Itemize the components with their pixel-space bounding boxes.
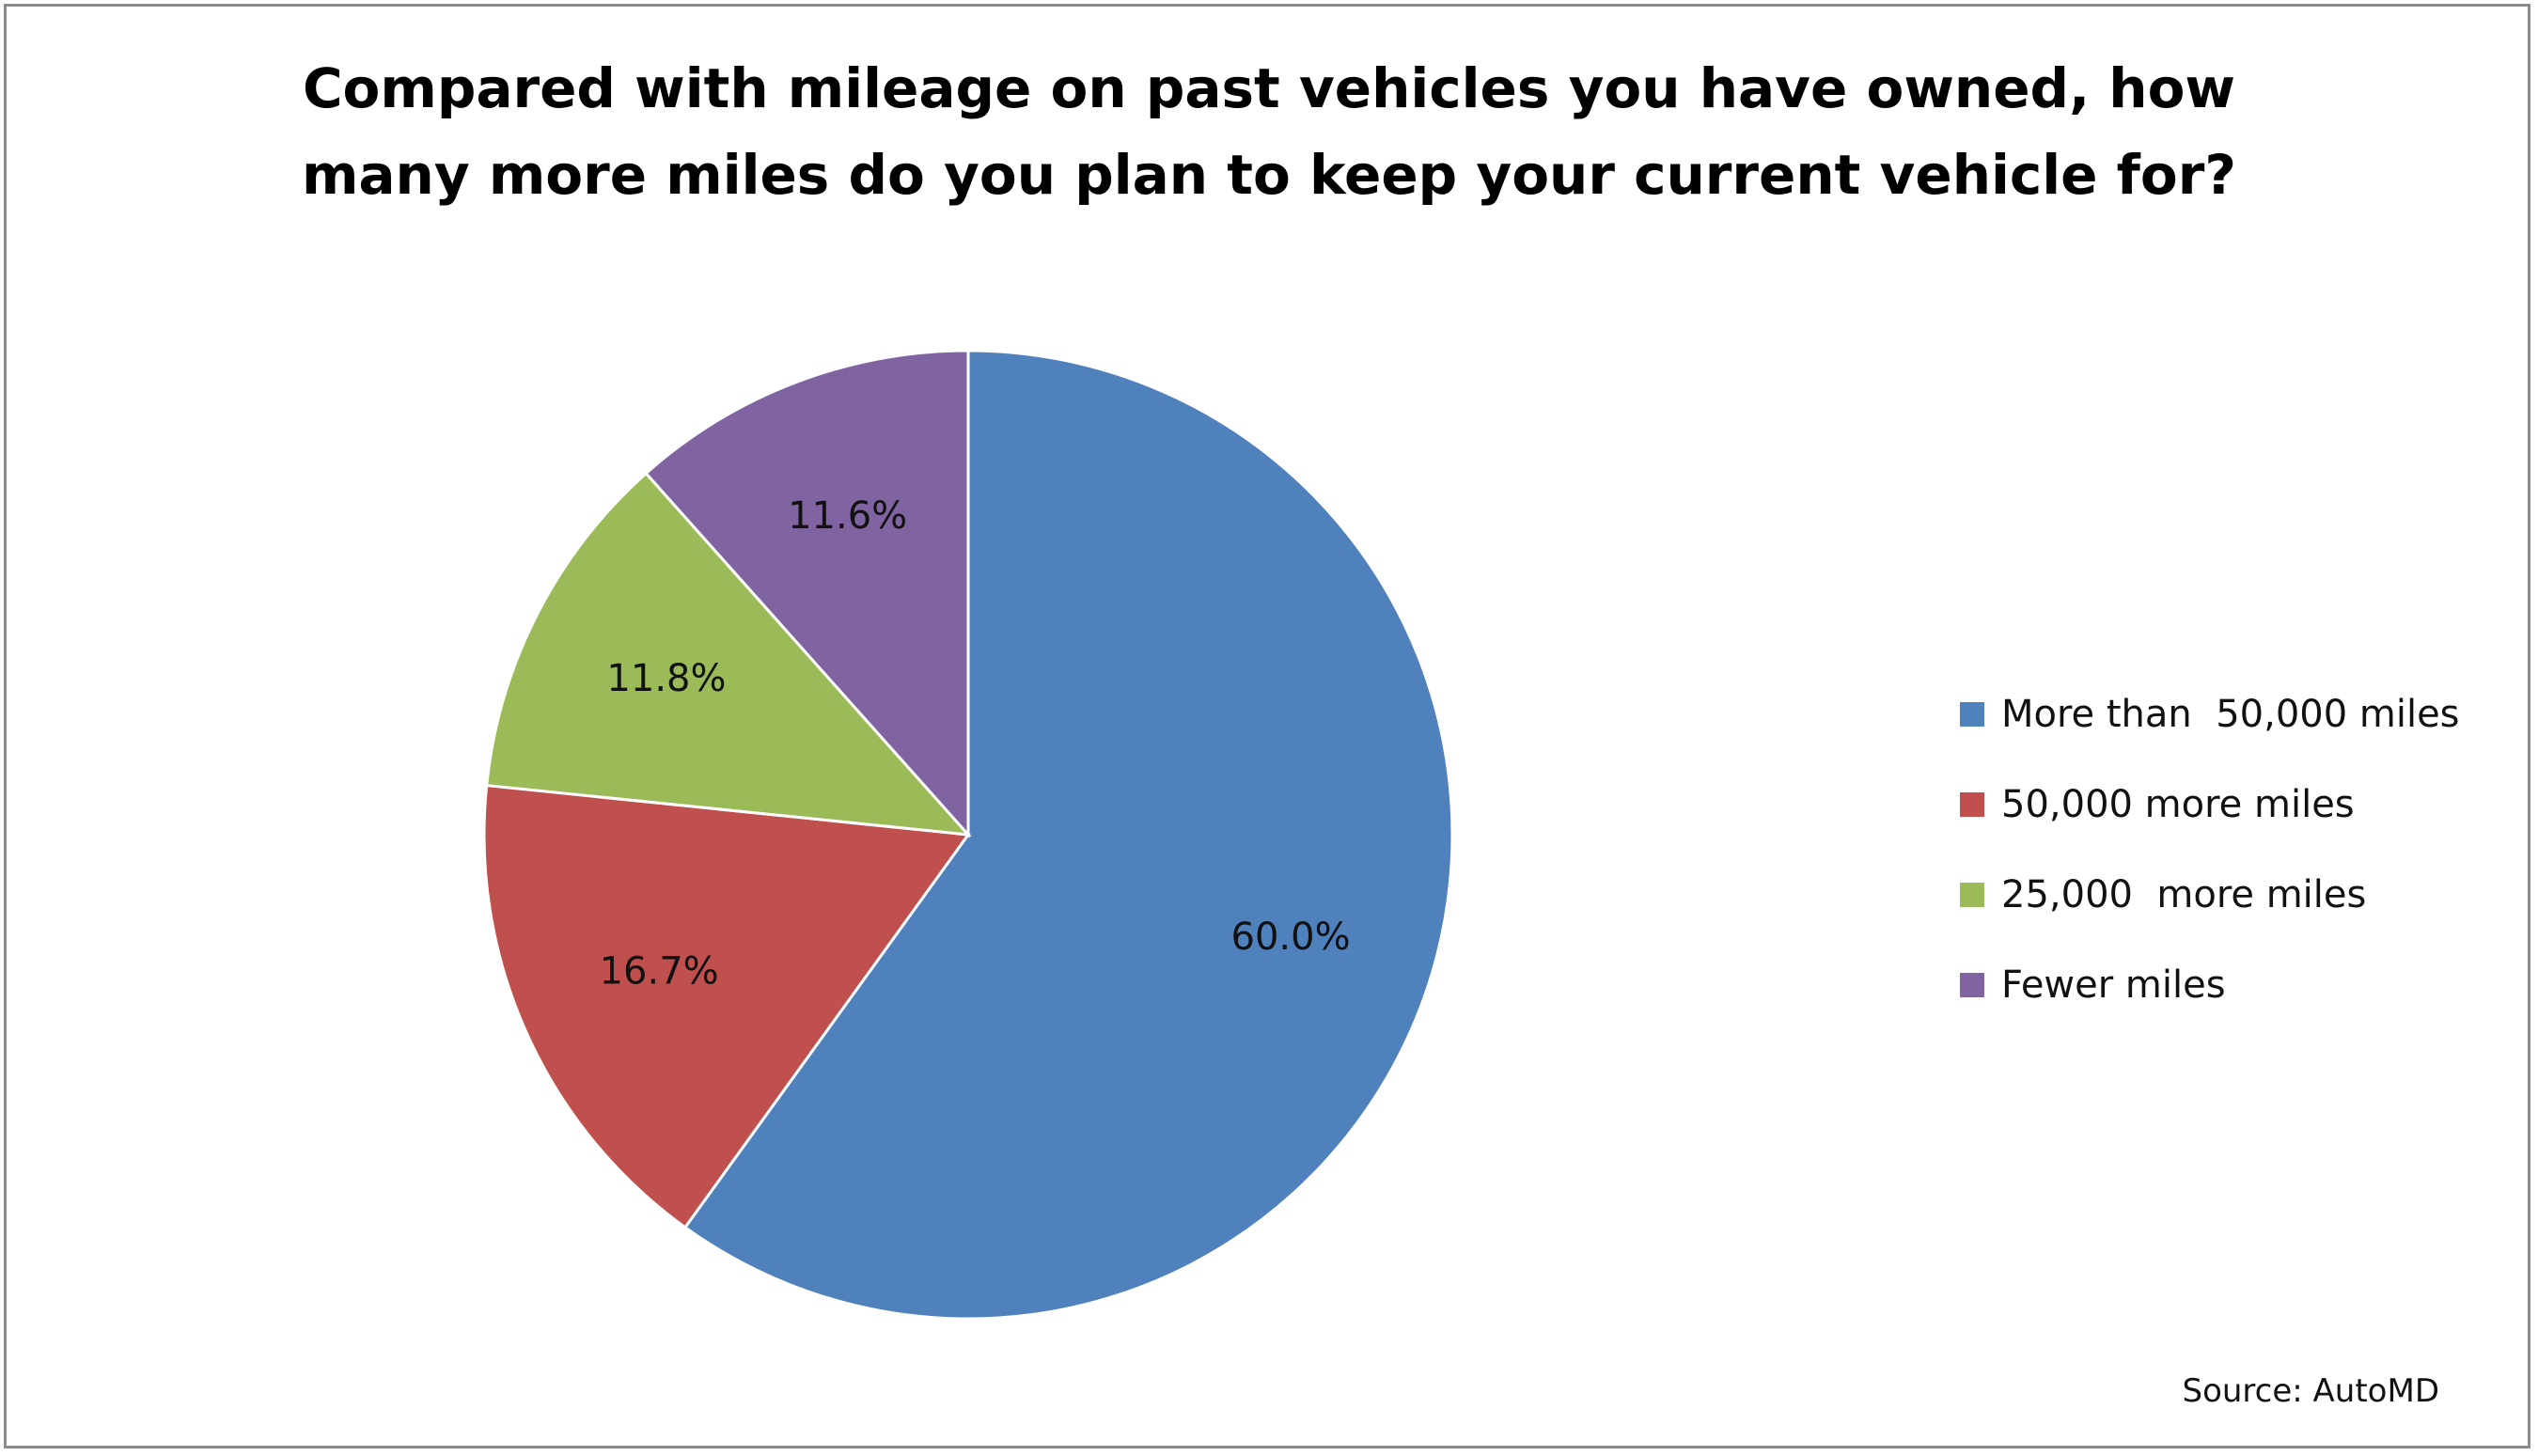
- legend-swatch-3: [1960, 883, 1984, 907]
- legend: More than 50,000 miles 50,000 more miles 2…: [1960, 669, 2460, 1030]
- chart-title: Compared with mileage on past vehicles y…: [188, 45, 2350, 218]
- pie-slice-1: [682, 349, 1454, 1321]
- chart-title-line-2: many more miles do you plan to keep your…: [301, 143, 2236, 207]
- legend-label-2: 50,000 more miles: [2001, 783, 2355, 826]
- pie-slice-2: [482, 783, 971, 1229]
- slice-data-label-1: 60.0%: [1231, 916, 1351, 959]
- slice-data-label-4: 11.6%: [788, 494, 907, 538]
- legend-label-3: 25,000 more miles: [2001, 873, 2367, 916]
- legend-swatch-2: [1960, 792, 1984, 817]
- legend-item-2: 50,000 more miles: [1960, 759, 2460, 850]
- legend-item-4: Fewer miles: [1960, 940, 2460, 1030]
- legend-item-3: 25,000 more miles: [1960, 850, 2460, 940]
- slice-data-label-3: 11.8%: [606, 657, 726, 700]
- source-note: Source: AutoMD: [2182, 1372, 2440, 1410]
- legend-swatch-1: [1960, 702, 1984, 727]
- legend-item-1: More than 50,000 miles: [1960, 669, 2460, 759]
- pie-slice-3: [485, 471, 972, 837]
- chart-title-line-1: Compared with mileage on past vehicles y…: [302, 56, 2236, 120]
- pie-slice-4: [644, 349, 970, 838]
- legend-label-1: More than 50,000 miles: [2001, 693, 2460, 736]
- slice-data-label-2: 16.7%: [600, 950, 719, 994]
- legend-swatch-4: [1960, 973, 1984, 997]
- legend-label-4: Fewer miles: [2001, 963, 2226, 1007]
